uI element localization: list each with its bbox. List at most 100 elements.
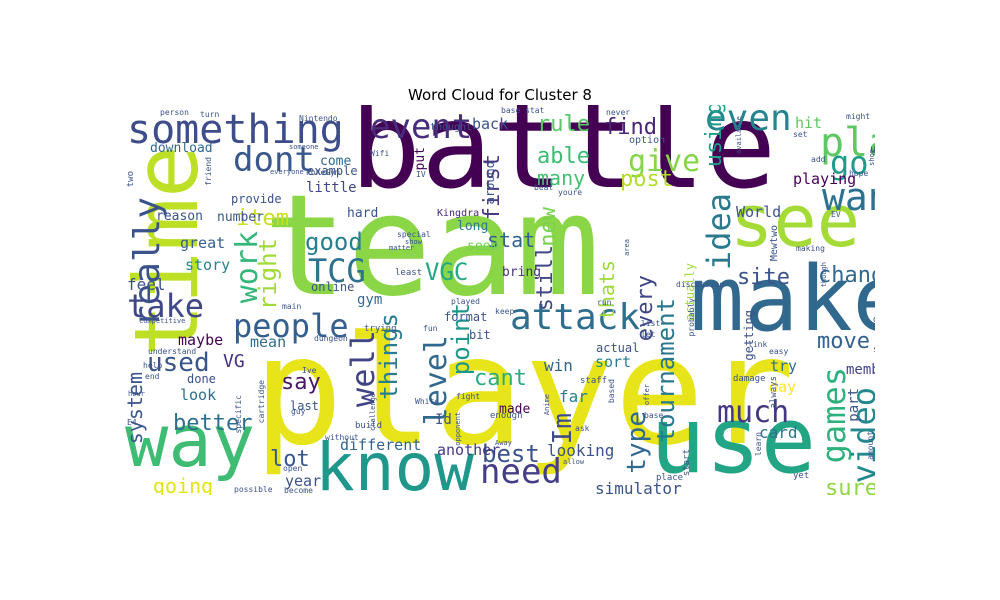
- word-challenge: challenge: [369, 393, 377, 431]
- word-even: even: [705, 105, 792, 139]
- word-always: always: [769, 376, 779, 409]
- word-use: use: [650, 387, 817, 494]
- word-give: give: [628, 144, 701, 179]
- word-simulator: simulator: [595, 479, 682, 496]
- word-anime: Anime: [543, 394, 551, 416]
- word-fight: fight: [456, 392, 481, 401]
- word-said: said: [873, 346, 875, 355]
- word-using: using: [702, 105, 727, 168]
- word-learn: learn: [754, 432, 763, 457]
- word-cant: cant: [474, 366, 527, 391]
- word-going: going: [153, 474, 214, 495]
- word-try: try: [770, 357, 798, 375]
- word-id: Id: [435, 412, 452, 428]
- word-hit: hit: [795, 114, 823, 132]
- word-take: take: [127, 287, 205, 325]
- word-wifi: Wifi: [370, 149, 390, 158]
- word-thought: thought: [430, 122, 473, 133]
- word-ive: Ive: [302, 366, 317, 375]
- word-pokegym: PokeGym: [306, 168, 340, 177]
- word-place: place: [656, 473, 684, 483]
- word-need: need: [480, 452, 562, 492]
- word-fun: fun: [423, 324, 438, 333]
- word-become: become: [284, 486, 313, 495]
- word-hour: hour: [128, 390, 145, 398]
- word-last: last: [290, 399, 319, 413]
- word-something: something: [127, 107, 344, 153]
- word-dont: dont: [233, 140, 315, 180]
- word-hope: hope: [849, 169, 869, 178]
- word-help: help: [143, 361, 163, 370]
- word-post: post: [620, 167, 673, 192]
- word-type: type: [622, 411, 652, 474]
- word-cartridge: cartridge: [257, 380, 266, 424]
- word-youre: youre: [558, 188, 583, 197]
- word-part: part: [846, 388, 862, 422]
- word-gym: gym: [357, 292, 383, 308]
- word-amount: amount: [866, 431, 875, 460]
- word-find: find: [604, 115, 657, 140]
- word-put: put: [413, 147, 428, 171]
- word-people: people: [233, 307, 349, 345]
- word-staff: staff: [580, 376, 608, 386]
- word-main: main: [282, 302, 302, 311]
- word-win: win: [544, 356, 573, 375]
- word-want: want: [822, 175, 875, 219]
- word-im: Im: [548, 413, 578, 445]
- word-day: day: [769, 378, 797, 396]
- word-reason: reason: [156, 209, 203, 224]
- word-turn: turn: [200, 110, 220, 119]
- word-able: able: [537, 144, 590, 169]
- word-far: far: [559, 387, 588, 406]
- word-feel: feel: [127, 275, 166, 294]
- word-everyone: everyone: [270, 168, 304, 176]
- word-different: different: [340, 436, 422, 454]
- word-lot: lot: [270, 447, 310, 472]
- word-year: year: [285, 472, 322, 490]
- word-away: Away: [495, 439, 512, 447]
- word-specific: specific: [234, 395, 243, 434]
- word-e4: E4: [127, 418, 137, 427]
- word-trying: trying: [364, 324, 397, 334]
- word-playing: playing: [793, 170, 857, 188]
- word-iv: IV: [416, 170, 426, 179]
- word-though: though: [820, 262, 828, 288]
- word-know: know: [315, 429, 474, 496]
- word-stat: stat: [487, 228, 536, 252]
- word-end: end: [145, 372, 160, 381]
- word-without: without: [325, 433, 359, 442]
- word-yet: yet: [793, 471, 810, 481]
- word-download: download: [150, 141, 213, 156]
- word-based: based: [607, 379, 616, 404]
- word-base: base: [644, 411, 664, 420]
- word-many: many: [537, 166, 586, 190]
- word-great: great: [180, 234, 226, 252]
- word-item: item: [236, 206, 289, 231]
- word-friend: friend: [204, 157, 213, 186]
- word-understand: understand: [148, 347, 197, 356]
- word-used: used: [147, 348, 210, 378]
- word-mewtwo: Mewtwo: [769, 225, 780, 262]
- word-ask: ask: [575, 424, 590, 433]
- word-base-stat: base stat: [501, 106, 545, 115]
- word-offer: offer: [643, 384, 651, 406]
- word-person: person: [160, 108, 189, 117]
- word-card: card: [759, 423, 798, 442]
- word-around: around: [483, 161, 497, 205]
- word-rule: rule: [537, 112, 590, 137]
- word-play: play: [820, 120, 875, 166]
- word-guy: guy: [291, 407, 306, 416]
- word-event: event: [370, 107, 473, 147]
- word-getting: getting: [742, 310, 756, 361]
- word-run: run: [597, 298, 612, 307]
- chart-title: Word Cloud for Cluster 8: [408, 86, 592, 104]
- word-list: list: [641, 319, 661, 328]
- word-let: let: [641, 330, 656, 339]
- word-making: making: [796, 244, 825, 253]
- word-move: move: [817, 329, 870, 354]
- word-player: player: [253, 305, 795, 479]
- word-long: long: [457, 219, 489, 234]
- word-member: member: [846, 362, 875, 378]
- word-someone: someone: [289, 143, 319, 151]
- word-made: made: [499, 402, 531, 417]
